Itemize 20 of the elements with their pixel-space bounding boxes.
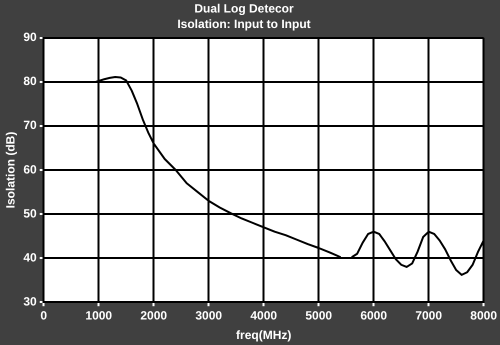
x-tick-label: 6000 (360, 308, 388, 323)
x-tick-label: 5000 (305, 308, 332, 323)
x-tick-label: 1000 (85, 308, 112, 323)
x-tick-label: 0 (40, 308, 48, 323)
y-tick-label: 70 (23, 118, 38, 132)
chart-title: Dual Log Detecor (194, 2, 294, 16)
x-tick-label: 8000 (470, 308, 498, 323)
y-tick-label: 60 (23, 162, 38, 176)
x-tick-label: 3000 (195, 308, 222, 323)
x-tick-label: 2000 (140, 308, 168, 323)
y-tick-label: 80 (23, 74, 38, 88)
y-tick-label: 50 (23, 206, 38, 220)
y-axis-title: Isolation (dB) (4, 132, 18, 208)
y-tick-label: 40 (23, 250, 38, 264)
x-axis-title: freq(MHz) (236, 328, 292, 342)
chart-subtitle: Isolation: Input to Input (177, 16, 311, 31)
x-tick-label: 4000 (250, 308, 278, 323)
y-tick-label: 30 (23, 294, 38, 309)
y-tick-label: 90 (23, 30, 38, 44)
x-tick-label: 7000 (415, 308, 442, 323)
